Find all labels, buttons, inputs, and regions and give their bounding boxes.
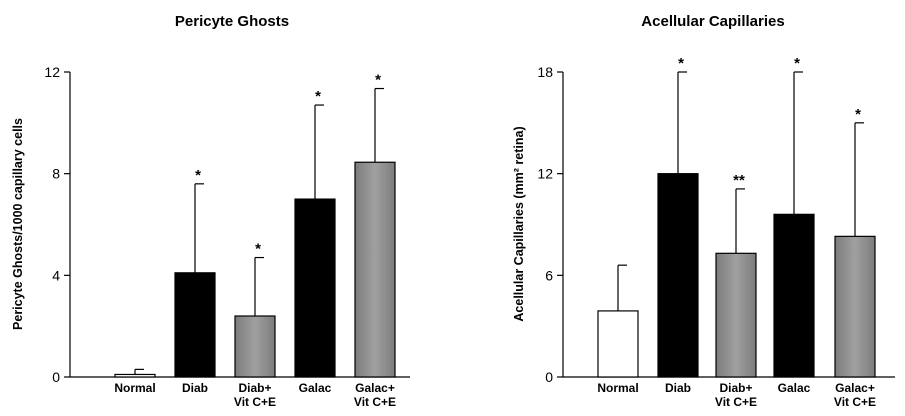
bar xyxy=(234,315,276,378)
significance-marker: ** xyxy=(733,172,745,189)
y-tick-label: 0 xyxy=(545,369,553,385)
y-axis-label: Acellular Capillaries (mm² retina) xyxy=(512,126,526,321)
bar xyxy=(174,272,216,378)
category-label: Galac xyxy=(299,381,332,395)
category-label: Normal xyxy=(114,381,155,395)
significance-marker: * xyxy=(195,167,201,184)
bar xyxy=(657,173,699,378)
significance-marker: * xyxy=(794,55,800,72)
category-label: Normal xyxy=(597,381,638,395)
category-label: Diab xyxy=(182,381,208,395)
y-tick-label: 12 xyxy=(537,166,553,182)
y-tick-label: 6 xyxy=(545,267,553,283)
category-label: Galac+ xyxy=(835,381,875,395)
panel-title: Acellular Capillaries xyxy=(641,13,784,30)
significance-marker: * xyxy=(255,241,261,258)
significance-marker: * xyxy=(855,106,861,123)
panel-title: Pericyte Ghosts xyxy=(175,13,289,30)
category-label: Galac+ xyxy=(355,381,395,395)
y-tick-label: 8 xyxy=(52,166,60,182)
y-tick-label: 4 xyxy=(52,267,60,283)
y-tick-label: 0 xyxy=(52,369,60,385)
y-axis-label: Pericyte Ghosts/1000 capillary cells xyxy=(11,118,25,330)
pericyte-ghosts-panel: Pericyte Ghosts Pericyte Ghosts/1000 cap… xyxy=(11,13,410,409)
significance-marker: * xyxy=(678,55,684,72)
significance-marker: * xyxy=(315,88,321,105)
bar xyxy=(597,310,639,378)
category-label: Diab+ xyxy=(719,381,752,395)
bar xyxy=(354,161,396,378)
significance-marker: * xyxy=(375,72,381,89)
y-tick-label: 18 xyxy=(537,64,553,80)
bar xyxy=(773,213,815,378)
y-tick-label: 12 xyxy=(44,64,60,80)
category-label: Vit C+E xyxy=(354,395,396,409)
acellular-capillaries-panel: Acellular Capillaries Acellular Capillar… xyxy=(512,13,895,409)
category-label: Diab+ xyxy=(238,381,271,395)
category-label: Galac xyxy=(778,381,811,395)
category-label: Diab xyxy=(665,381,691,395)
bar xyxy=(715,252,757,378)
category-label: Vit C+E xyxy=(715,395,757,409)
category-label: Vit C+E xyxy=(234,395,276,409)
category-label: Vit C+E xyxy=(834,395,876,409)
bar xyxy=(294,198,336,378)
bar xyxy=(834,235,876,378)
bar xyxy=(114,373,156,378)
